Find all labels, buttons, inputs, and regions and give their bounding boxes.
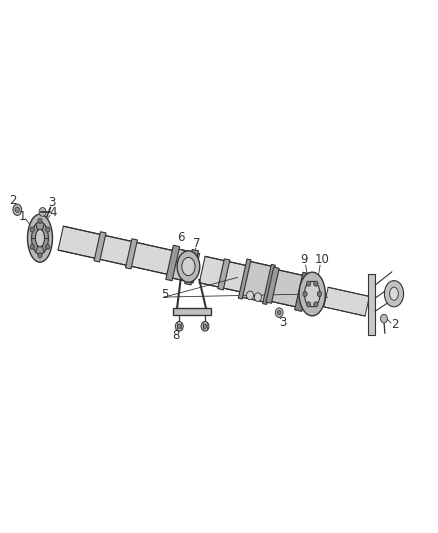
Ellipse shape xyxy=(299,272,325,316)
Polygon shape xyxy=(240,261,275,303)
Text: 8: 8 xyxy=(172,329,180,342)
Ellipse shape xyxy=(13,204,21,215)
Ellipse shape xyxy=(38,218,42,223)
Ellipse shape xyxy=(254,293,261,302)
Polygon shape xyxy=(263,264,276,304)
Polygon shape xyxy=(324,287,369,316)
Ellipse shape xyxy=(247,291,254,300)
Text: 10: 10 xyxy=(314,254,329,266)
Polygon shape xyxy=(185,249,198,285)
Text: 3: 3 xyxy=(279,316,286,329)
Polygon shape xyxy=(238,259,251,299)
Ellipse shape xyxy=(307,302,311,307)
Ellipse shape xyxy=(203,324,207,328)
Text: 6: 6 xyxy=(177,231,184,244)
Ellipse shape xyxy=(177,324,181,328)
Text: 3: 3 xyxy=(49,196,56,209)
Text: 4: 4 xyxy=(49,206,57,219)
Text: 7: 7 xyxy=(194,237,201,251)
Ellipse shape xyxy=(385,281,403,307)
Ellipse shape xyxy=(314,302,318,307)
Ellipse shape xyxy=(28,214,53,262)
Polygon shape xyxy=(218,259,230,290)
Polygon shape xyxy=(295,272,310,311)
Ellipse shape xyxy=(317,292,321,297)
Ellipse shape xyxy=(182,257,195,276)
Ellipse shape xyxy=(314,281,318,286)
Ellipse shape xyxy=(39,207,46,216)
Ellipse shape xyxy=(38,253,42,258)
Ellipse shape xyxy=(381,314,388,323)
Text: 9: 9 xyxy=(300,254,308,266)
Ellipse shape xyxy=(177,251,200,282)
Polygon shape xyxy=(268,269,310,309)
Polygon shape xyxy=(126,239,138,269)
Ellipse shape xyxy=(277,310,281,315)
Ellipse shape xyxy=(46,227,50,232)
Polygon shape xyxy=(167,248,200,282)
Ellipse shape xyxy=(276,308,283,318)
Text: 1: 1 xyxy=(19,210,26,223)
Polygon shape xyxy=(199,256,282,300)
Polygon shape xyxy=(368,274,375,335)
Text: 2: 2 xyxy=(9,193,17,207)
Ellipse shape xyxy=(30,227,35,232)
Ellipse shape xyxy=(201,321,209,331)
Text: 5: 5 xyxy=(161,288,168,301)
Ellipse shape xyxy=(35,229,45,247)
Ellipse shape xyxy=(30,244,35,249)
Ellipse shape xyxy=(175,321,183,331)
Ellipse shape xyxy=(304,281,320,306)
Ellipse shape xyxy=(390,287,398,300)
Polygon shape xyxy=(266,267,279,303)
Polygon shape xyxy=(58,226,175,275)
Ellipse shape xyxy=(15,207,19,212)
Text: 2: 2 xyxy=(391,318,399,331)
Ellipse shape xyxy=(32,222,48,254)
Polygon shape xyxy=(173,308,211,315)
Polygon shape xyxy=(166,245,180,281)
Polygon shape xyxy=(94,232,106,262)
Ellipse shape xyxy=(307,281,311,286)
Ellipse shape xyxy=(303,292,307,297)
Ellipse shape xyxy=(46,244,50,249)
